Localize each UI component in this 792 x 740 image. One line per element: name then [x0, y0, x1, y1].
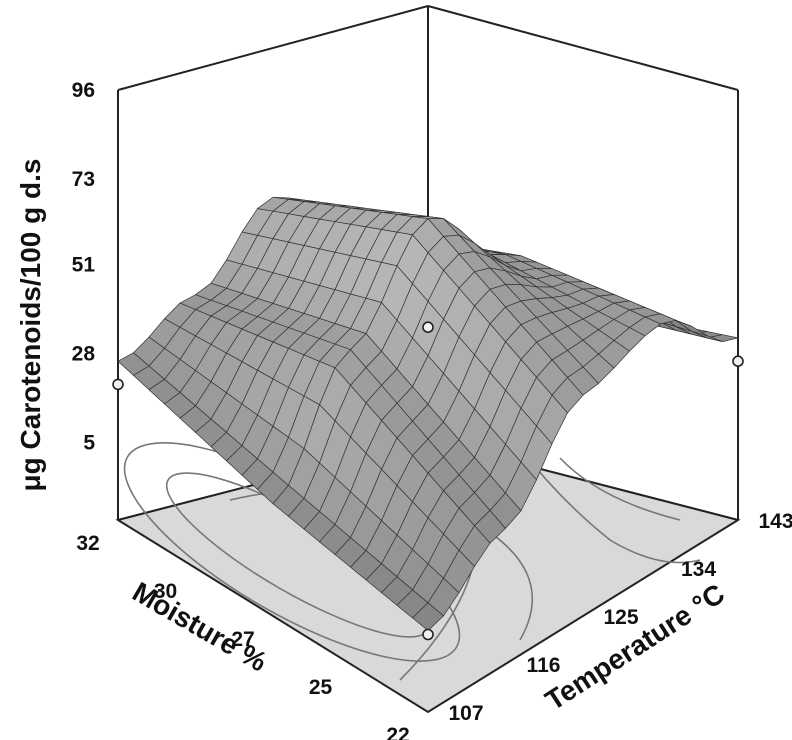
- x-axis-ticks: 32 30 27 25 22: [76, 532, 409, 740]
- z-tick-label-0: 96: [72, 79, 95, 102]
- y-tick-label-2: 125: [603, 606, 638, 629]
- y-tick-label-0: 107: [448, 702, 483, 725]
- z-axis-ticks: 96 73 51 28 5: [72, 79, 96, 455]
- sample-points: [112, 321, 744, 641]
- sample-point-0: [112, 378, 124, 391]
- z-tick-label-1: 73: [72, 168, 95, 191]
- x-tick-label-0: 32: [76, 532, 99, 555]
- x-tick-label-1: 30: [154, 580, 177, 603]
- contour-arc-2: [519, 447, 701, 564]
- y-tick-label-4: 143: [758, 510, 792, 533]
- z-tick-label-3: 28: [72, 342, 96, 365]
- sample-point-3: [732, 355, 744, 368]
- x-tick-label-3: 25: [309, 676, 333, 699]
- surface-cell-399: [411, 602, 445, 632]
- x-tick-label-4: 22: [386, 724, 409, 740]
- wall-top-right: [427, 5, 739, 91]
- x-tick-label-2: 27: [231, 628, 254, 651]
- sample-point-2: [422, 628, 434, 641]
- contour-arc-3: [559, 457, 681, 521]
- y-tick-label-1: 116: [527, 654, 561, 677]
- sample-point-1: [422, 321, 434, 334]
- z-tick-label-2: 51: [72, 253, 96, 276]
- y-axis-ticks: 107 116 125 134 143: [448, 510, 792, 725]
- z-axis-title: μg Carotenoids/100 g d.s: [15, 159, 46, 492]
- y-tick-label-3: 134: [681, 558, 716, 581]
- response-surface: [117, 196, 739, 632]
- z-tick-label-4: 5: [83, 432, 95, 455]
- wall-top-left: [117, 5, 429, 91]
